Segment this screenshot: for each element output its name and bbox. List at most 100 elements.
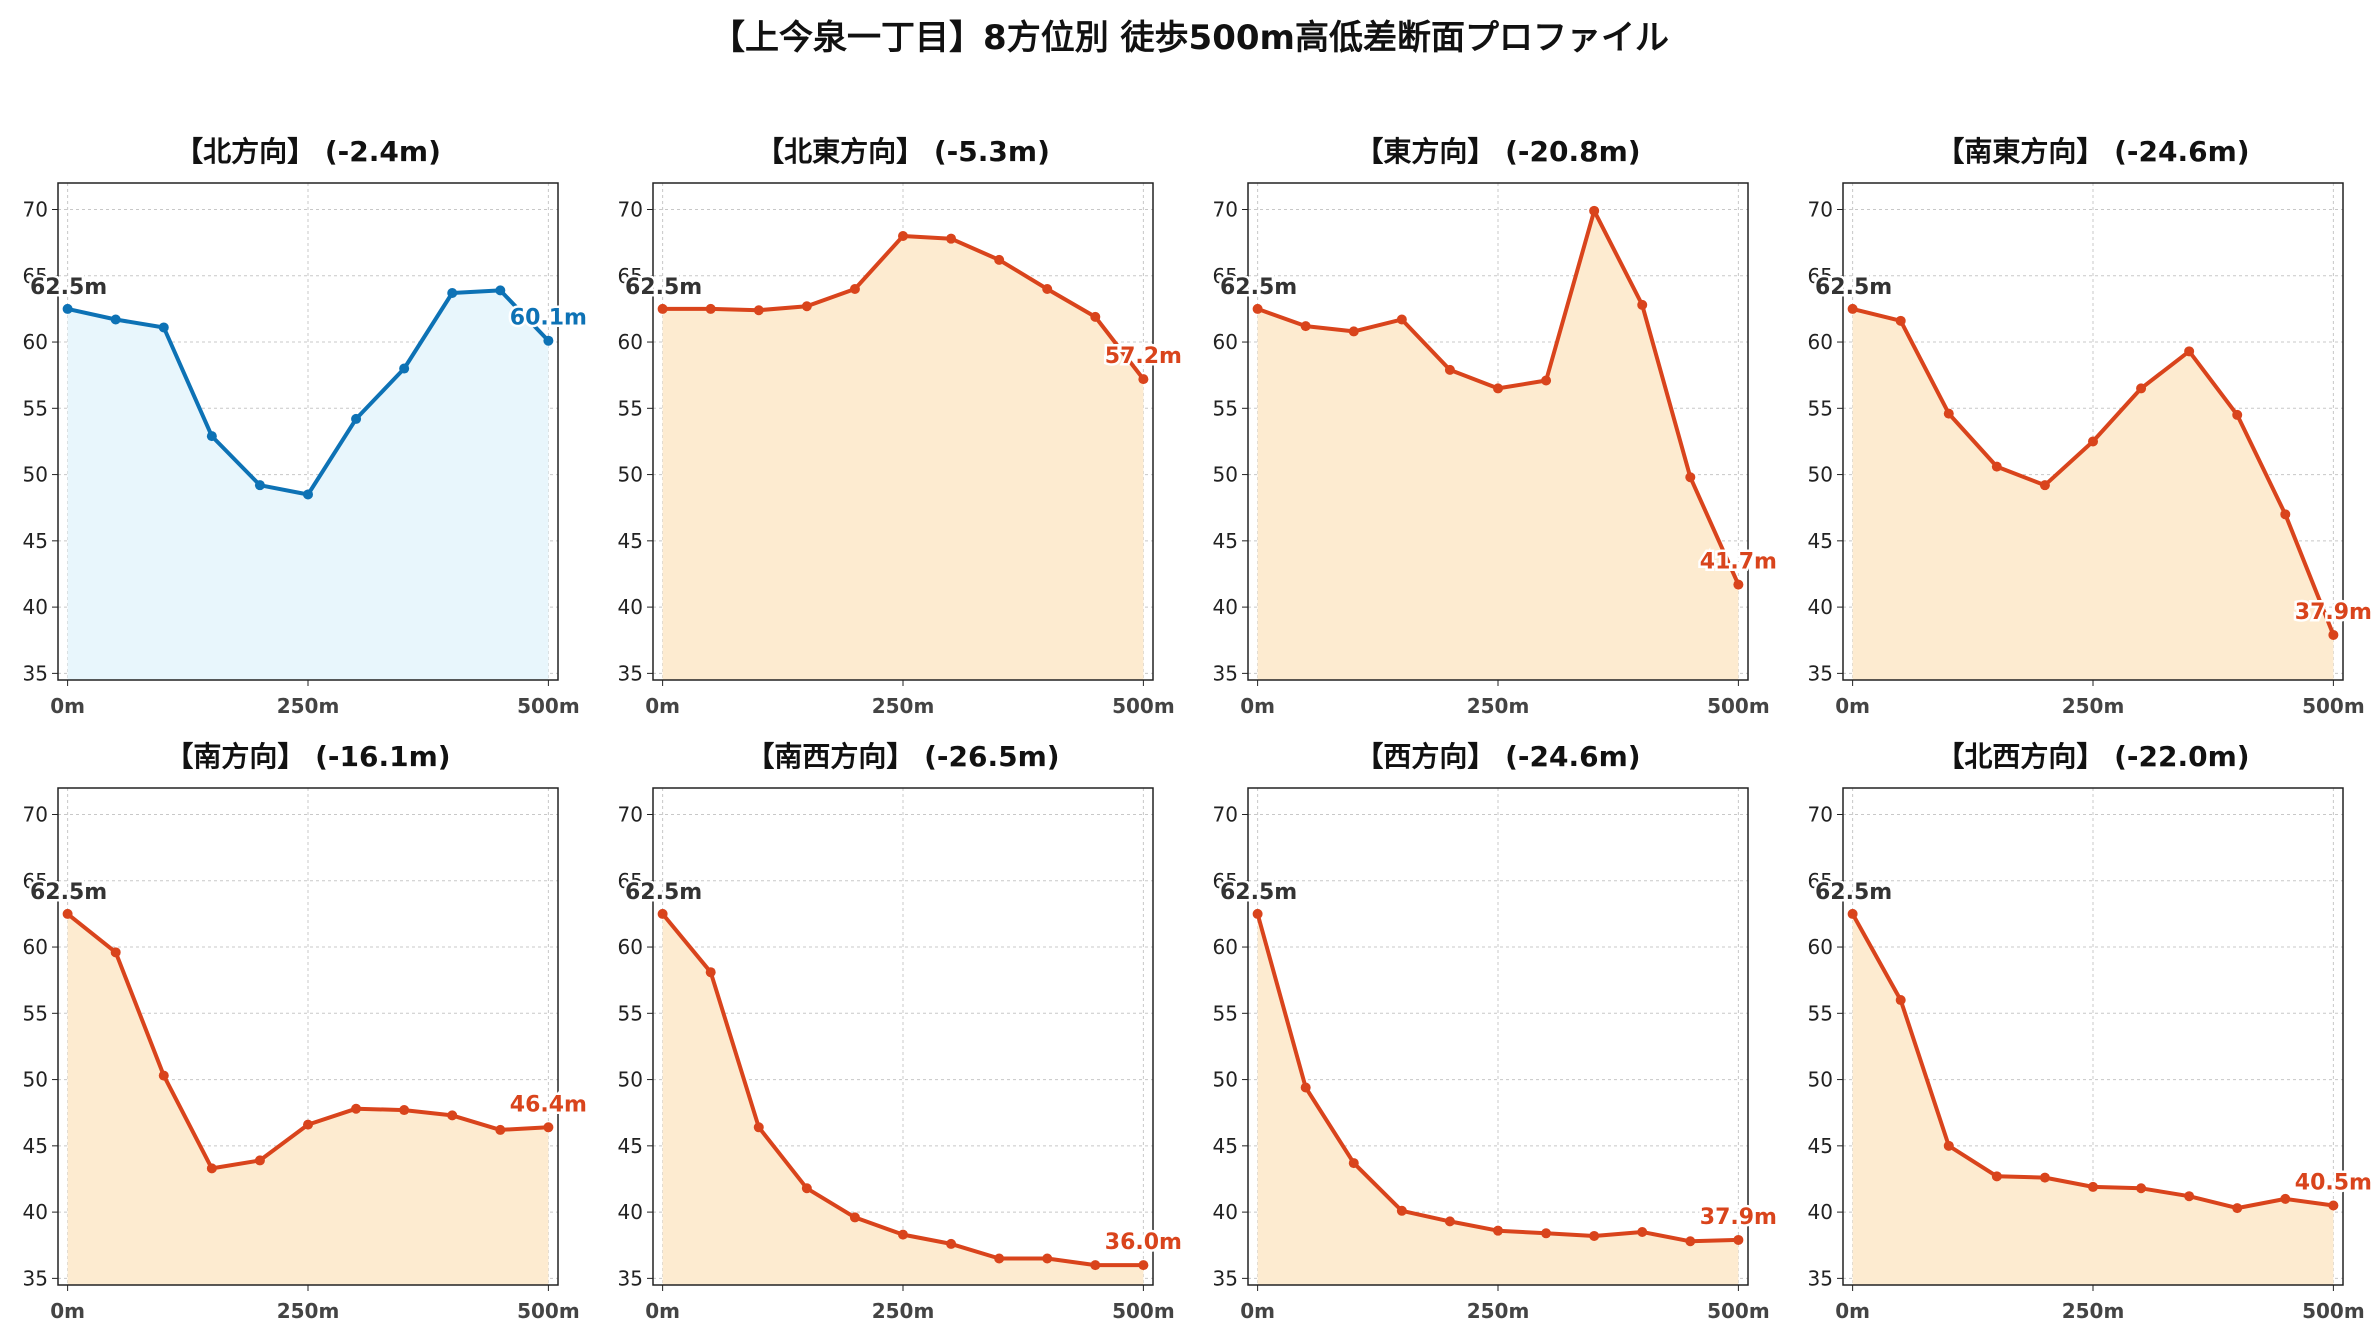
start-elevation-label: 62.5m — [1815, 880, 1892, 905]
profile-chart-7: 【西方向】 (-24.6m) 35 40 45 50 55 60 65 70 0m 250m 500m… — [1213, 740, 1780, 1323]
profile-chart-5: 【南方向】 (-16.1m) 35 40 45 50 55 60 65 70 0m 250m 500m… — [23, 740, 590, 1323]
elevation-point — [1943, 408, 1954, 419]
elevation-point — [495, 285, 506, 296]
elevation-point — [447, 288, 458, 299]
elevation-point — [62, 303, 73, 314]
x-tick-label: 0m — [50, 1299, 85, 1323]
profile-chart-3: 【東方向】 (-20.8m) 35 40 45 50 55 60 65 70 0m 250m 500m… — [1213, 135, 1780, 718]
elevation-point — [543, 335, 554, 346]
elevation-point — [705, 303, 716, 314]
x-tick-label: 250m — [872, 694, 935, 718]
elevation-point — [303, 489, 313, 500]
profile-chart-1: 【北方向】 (-2.4m) 35 40 45 50 55 60 65 70 0m 250m 500m 6… — [23, 135, 590, 718]
end-elevation-label: 37.9m — [1700, 1205, 1777, 1230]
elevation-point — [946, 1238, 957, 1249]
end-elevation-label: 41.7m — [1700, 550, 1777, 575]
page-title: 【上今泉一丁目】8方位別 徒歩500m高低差断面プロファイル — [711, 18, 1669, 58]
start-elevation-label: 62.5m — [30, 275, 107, 300]
y-tick-label: 50 — [1213, 1068, 1238, 1092]
elevation-point — [1042, 284, 1053, 295]
elevation-point — [1685, 472, 1696, 483]
plot-frame — [1247, 787, 1749, 1286]
elevation-point — [1895, 315, 1906, 326]
elevation-point — [1348, 326, 1359, 337]
y-tick-label: 40 — [1213, 1200, 1238, 1224]
elevation-point — [1138, 1260, 1149, 1271]
elevation-point — [1847, 303, 1858, 314]
y-tick-label: 45 — [1213, 1134, 1238, 1158]
y-tick-label: 65 — [1213, 869, 1238, 893]
elevation-point — [1895, 995, 1906, 1006]
elevation-point — [2328, 629, 2339, 640]
elevation-point — [399, 363, 410, 374]
elevation-point — [1348, 1158, 1359, 1169]
elevation-point — [110, 314, 121, 325]
x-tick-label: 250m — [872, 1299, 935, 1323]
start-elevation-label: 62.5m — [1815, 275, 1892, 300]
y-tick-label: 70 — [1213, 803, 1238, 827]
x-tick-label: 0m — [645, 694, 680, 718]
start-elevation-label: 62.5m — [625, 880, 702, 905]
x-tick-label: 250m — [277, 1299, 340, 1323]
elevation-point — [801, 301, 812, 312]
y-tick-label: 65 — [1808, 869, 1833, 893]
y-tick-label: 40 — [1808, 595, 1833, 619]
y-tick-label: 45 — [1808, 529, 1833, 553]
plot-frame — [1842, 182, 2344, 681]
y-tick-label: 35 — [23, 661, 48, 685]
elevation-point — [1943, 1140, 1954, 1151]
x-tick-label: 500m — [1707, 694, 1770, 718]
chart-title: 【南方向】 (-16.1m) — [165, 740, 450, 773]
elevation-area — [1257, 913, 1739, 1285]
y-tick-label: 65 — [618, 869, 643, 893]
elevation-point — [2088, 436, 2098, 447]
elevation-point — [1090, 1260, 1101, 1271]
y-tick-label: 35 — [23, 1266, 48, 1290]
y-tick-label: 65 — [23, 264, 48, 288]
elevation-point — [1252, 303, 1263, 314]
y-tick-label: 65 — [1808, 264, 1833, 288]
y-tick-label: 55 — [618, 396, 643, 420]
elevation-area — [1852, 308, 2334, 680]
y-tick-label: 60 — [618, 330, 643, 354]
elevation-point — [1991, 461, 2002, 472]
y-tick-label: 35 — [1213, 661, 1238, 685]
y-tick-label: 40 — [618, 595, 643, 619]
elevation-point — [2088, 1181, 2098, 1192]
profile-chart-4: 【南東方向】 (-24.6m) 35 40 45 50 55 60 65 70 0m 250m 500… — [1808, 135, 2375, 718]
y-tick-label: 50 — [1808, 1068, 1833, 1092]
elevation-point — [1252, 908, 1263, 919]
end-elevation-label: 46.4m — [510, 1092, 587, 1117]
end-elevation-label: 37.9m — [2295, 600, 2372, 625]
chart-title: 【北方向】 (-2.4m) — [175, 135, 441, 168]
elevation-point — [495, 1124, 506, 1135]
elevation-point — [2280, 509, 2291, 520]
y-tick-label: 60 — [1213, 330, 1238, 354]
start-elevation-label: 62.5m — [30, 880, 107, 905]
y-tick-label: 60 — [23, 330, 48, 354]
elevation-point — [1733, 579, 1744, 590]
elevation-point — [1396, 314, 1407, 325]
y-tick-label: 50 — [23, 1068, 48, 1092]
plot-frame — [1247, 182, 1749, 681]
start-elevation-label: 62.5m — [1220, 880, 1297, 905]
y-tick-label: 40 — [618, 1200, 643, 1224]
y-tick-label: 60 — [1808, 330, 1833, 354]
elevation-point — [1847, 908, 1858, 919]
x-tick-label: 250m — [1467, 1299, 1530, 1323]
elevation-area — [67, 913, 549, 1285]
elevation-point — [1444, 364, 1455, 375]
elevation-point — [1493, 383, 1503, 394]
y-tick-label: 60 — [1213, 935, 1238, 959]
x-tick-label: 0m — [1835, 694, 1870, 718]
elevation-point — [849, 284, 860, 295]
y-tick-label: 60 — [1808, 935, 1833, 959]
elevation-point — [351, 1103, 362, 1114]
y-tick-label: 70 — [1808, 198, 1833, 222]
elevation-area — [1852, 913, 2334, 1285]
elevation-point — [2136, 1183, 2147, 1194]
y-tick-label: 70 — [1808, 803, 1833, 827]
y-tick-label: 70 — [618, 803, 643, 827]
elevation-point — [1090, 311, 1101, 322]
